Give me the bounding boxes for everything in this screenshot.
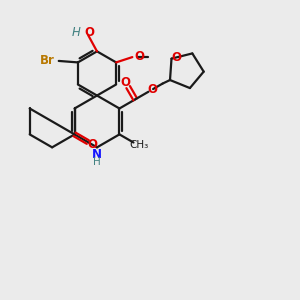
Text: H: H	[93, 157, 101, 167]
Text: O: O	[172, 51, 182, 64]
Text: O: O	[148, 83, 158, 96]
Text: N: N	[92, 148, 102, 161]
Text: CH₃: CH₃	[129, 140, 148, 150]
Text: O: O	[85, 26, 94, 39]
Text: Br: Br	[40, 54, 55, 68]
Text: O: O	[121, 76, 131, 89]
Text: O: O	[87, 138, 97, 151]
Text: O: O	[135, 50, 145, 63]
Text: H: H	[71, 26, 80, 39]
